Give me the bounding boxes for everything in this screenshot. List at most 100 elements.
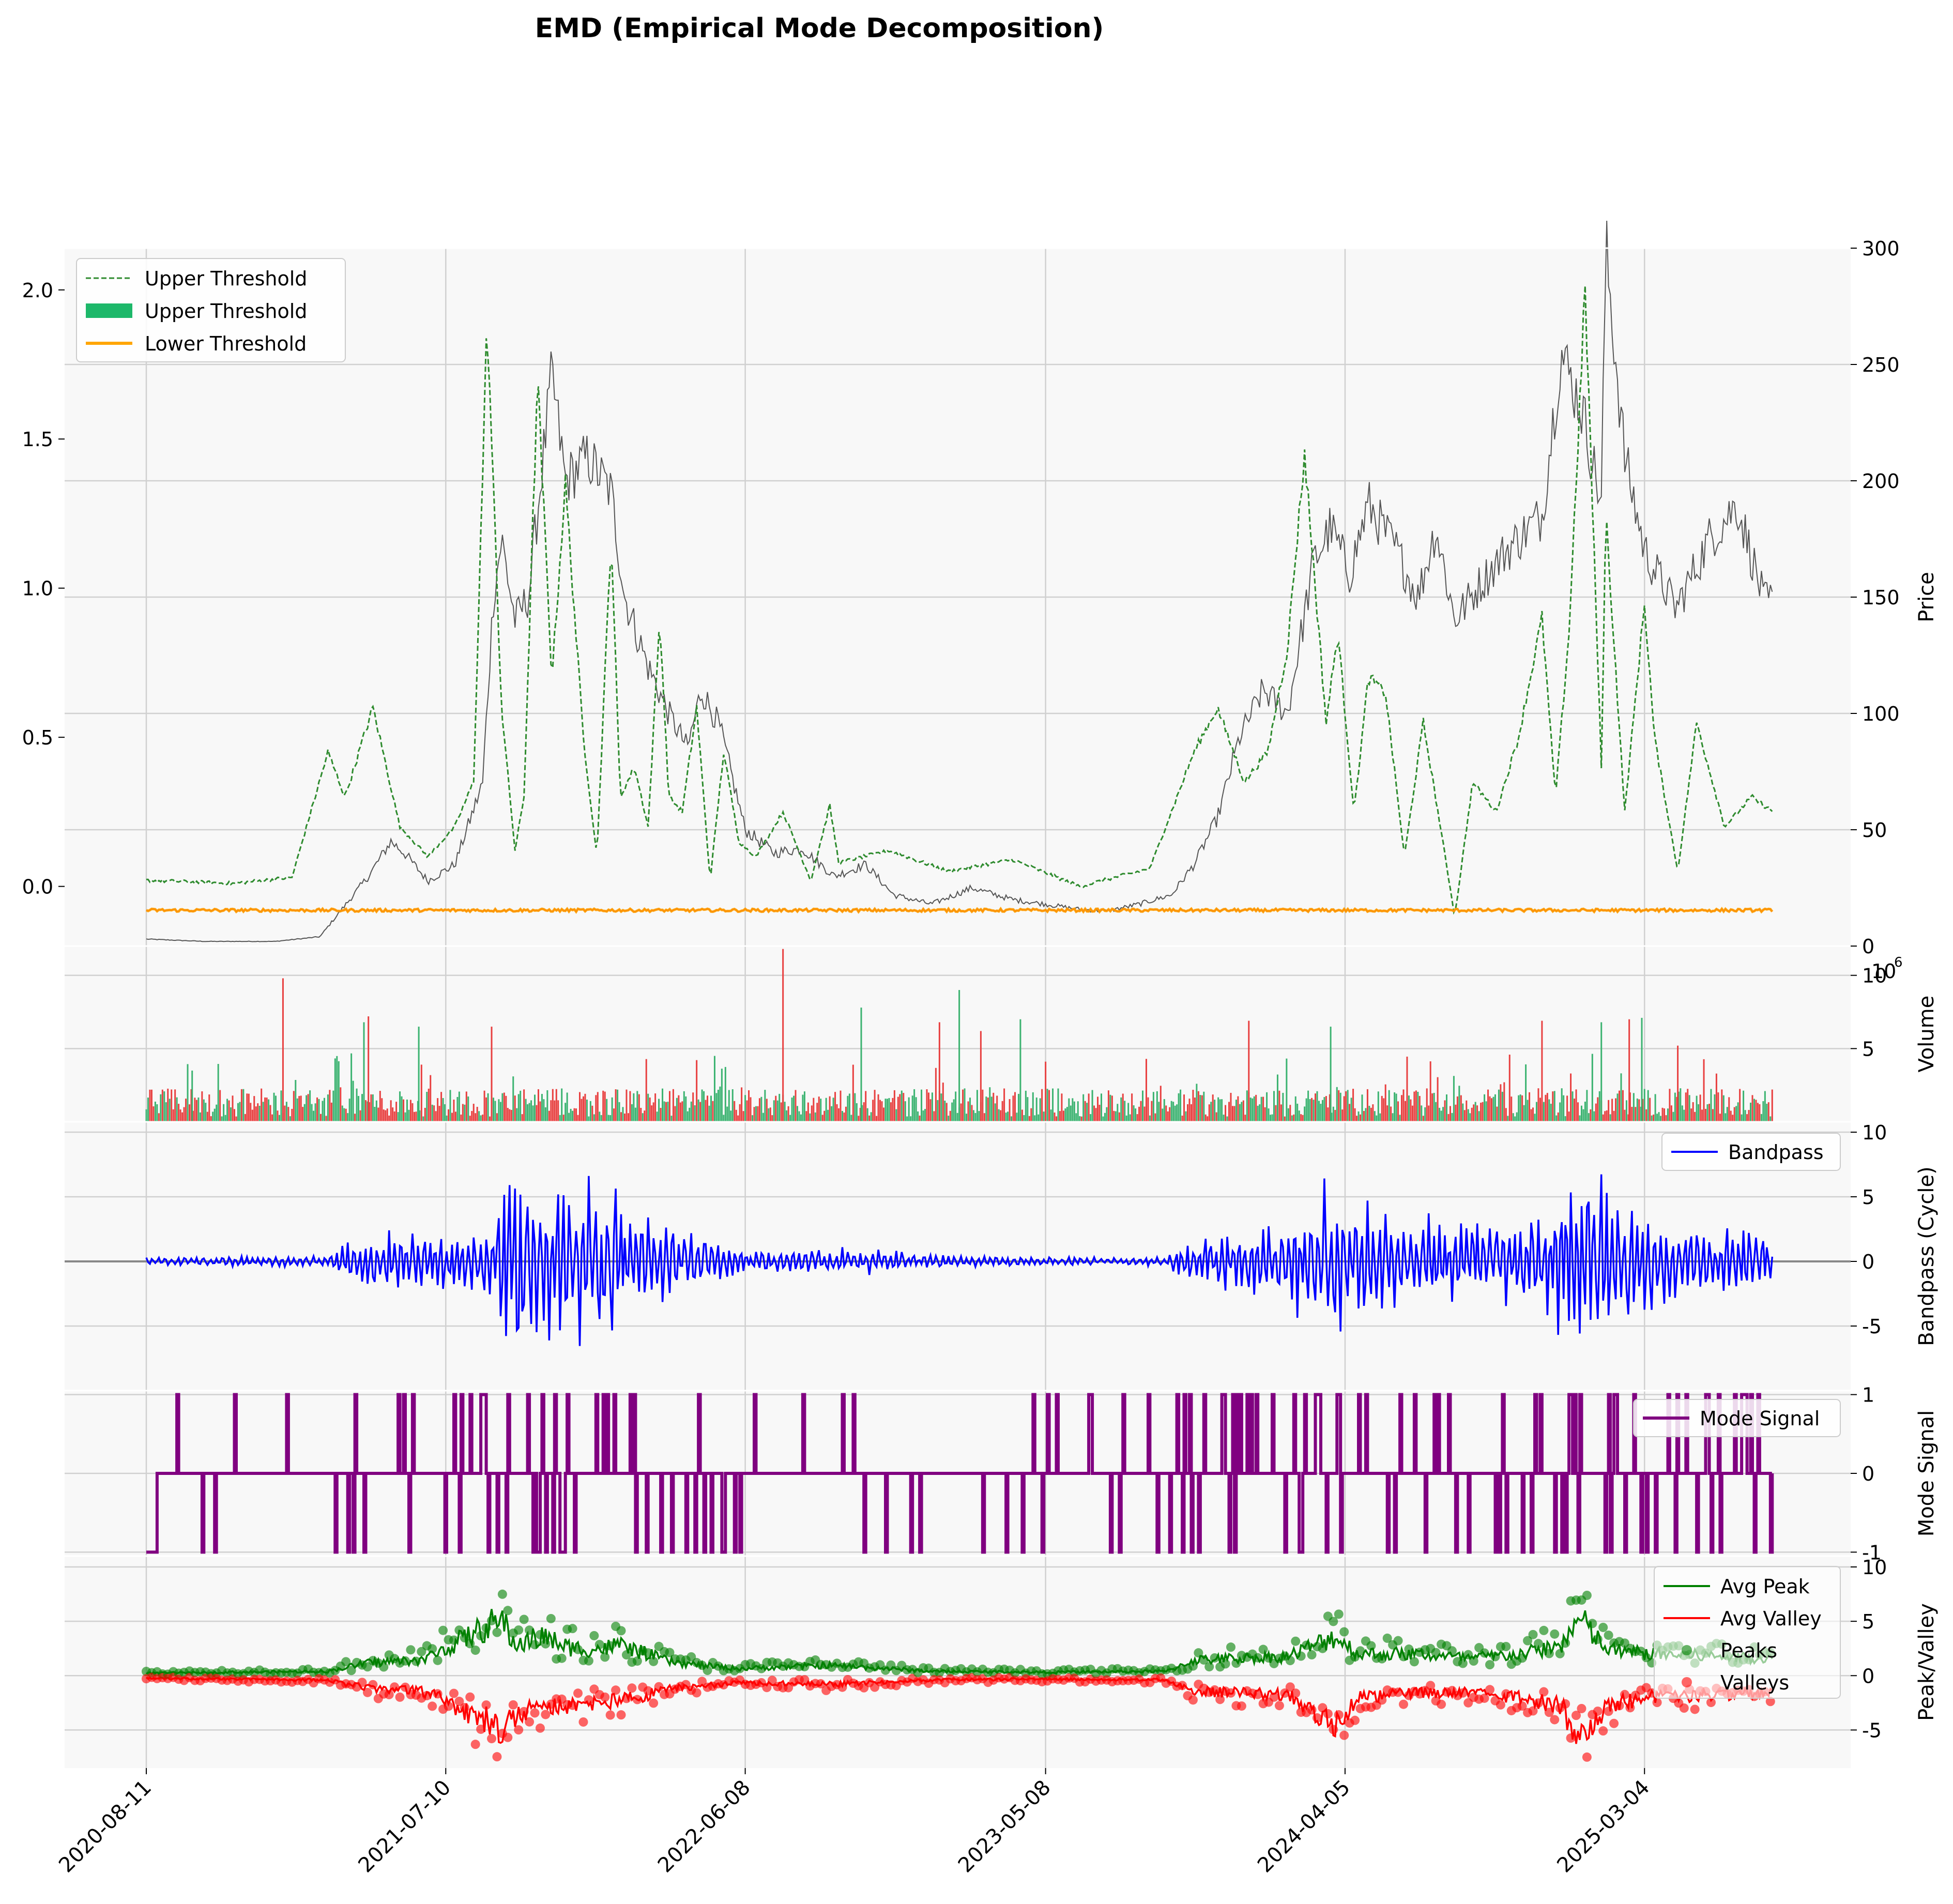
peak-point: [1598, 1622, 1608, 1632]
peak-point: [546, 1613, 556, 1623]
valley-point: [1765, 1697, 1775, 1707]
peak-point: [1555, 1649, 1565, 1658]
peak-point: [1469, 1656, 1478, 1666]
valley-point: [1593, 1707, 1603, 1716]
peak-point: [1355, 1646, 1365, 1656]
peak-point: [600, 1652, 610, 1662]
peak-point: [643, 1648, 653, 1658]
valley-point: [605, 1710, 615, 1720]
valley-point: [401, 1682, 410, 1692]
volume-panel-bg: [65, 946, 1851, 1122]
valley-point: [362, 1687, 372, 1697]
y-tick-label: 0: [1862, 1463, 1874, 1485]
valley-point: [1334, 1710, 1344, 1720]
peak-point: [1393, 1636, 1403, 1646]
y-tick-label: 50: [1862, 819, 1887, 842]
peak-point: [401, 1656, 410, 1666]
valley-point: [1188, 1695, 1198, 1705]
valley-point: [800, 1675, 810, 1685]
valley-point: [1274, 1701, 1284, 1711]
valley-point: [1485, 1685, 1495, 1695]
valley-point: [428, 1701, 437, 1711]
valley-point: [600, 1692, 610, 1702]
peak-point: [454, 1625, 464, 1635]
valley-point: [449, 1688, 459, 1698]
peak-point: [1479, 1648, 1489, 1658]
peak-point: [449, 1635, 459, 1645]
lower-threshold-line: [146, 906, 1774, 914]
pv-legend-label: Valleys: [1720, 1671, 1789, 1694]
y-tick-label: 1: [1862, 1384, 1874, 1407]
peak-point: [346, 1666, 356, 1675]
peak-point: [1339, 1627, 1349, 1637]
peak-point: [525, 1625, 535, 1635]
valley-point: [368, 1680, 378, 1689]
legend-swatch-fill: [86, 303, 132, 318]
peak-point: [1350, 1652, 1360, 1662]
valley-point: [1604, 1707, 1613, 1716]
pv-legend-box: [1654, 1566, 1841, 1699]
valley-point: [1339, 1730, 1349, 1740]
valley-point: [541, 1710, 551, 1719]
valley-point: [568, 1700, 577, 1710]
valley-point: [1614, 1701, 1624, 1711]
peak-point: [1318, 1643, 1328, 1653]
price-line: [146, 220, 1773, 942]
valley-point: [492, 1752, 502, 1762]
valley-point: [643, 1686, 653, 1696]
peak-point: [519, 1614, 529, 1624]
peak-point: [487, 1616, 497, 1625]
peak_valley-ylabel: Peak/Valley: [1915, 1603, 1939, 1721]
valley-point: [627, 1683, 637, 1693]
valley-point: [1178, 1681, 1187, 1690]
valley-point: [1393, 1687, 1403, 1697]
valley-point: [422, 1690, 432, 1700]
valley-point: [649, 1698, 659, 1708]
peak-point: [406, 1645, 416, 1655]
valley-point: [508, 1700, 518, 1710]
peak-point: [1231, 1658, 1241, 1668]
valley-point: [1679, 1703, 1689, 1713]
valley-point: [1226, 1688, 1235, 1698]
valley-point: [465, 1692, 475, 1702]
y-left-tick-label: 2.0: [22, 279, 53, 302]
peak-point: [465, 1639, 475, 1649]
valley-point: [1528, 1706, 1538, 1716]
valley-point: [1399, 1699, 1409, 1709]
valley-point: [1307, 1705, 1317, 1715]
valley-point: [433, 1689, 443, 1699]
valley-point: [357, 1678, 367, 1687]
price-legend-label: Upper Threshold: [145, 267, 307, 290]
valley-point: [611, 1685, 621, 1695]
valley-point: [519, 1707, 529, 1716]
valley-point: [1539, 1687, 1549, 1697]
legend-swatch-peaks: [1682, 1645, 1692, 1655]
chart-title: EMD (Empirical Mode Decomposition): [535, 13, 1104, 44]
y-tick-label: 5: [1862, 1610, 1874, 1633]
peak-point: [1307, 1650, 1317, 1659]
peak-point: [632, 1656, 642, 1666]
valley-point: [487, 1734, 497, 1744]
peak-point: [568, 1624, 577, 1634]
valley-point: [1479, 1693, 1489, 1703]
bandpass-ylabel: Bandpass (Cycle): [1915, 1166, 1939, 1346]
y-left-tick-label: 0.5: [22, 726, 53, 749]
valley-point: [395, 1692, 405, 1702]
valley-point: [503, 1732, 513, 1742]
peak-point: [1377, 1654, 1387, 1664]
price-ylabel: Price: [1915, 572, 1939, 622]
mode-legend-box: [1633, 1399, 1841, 1437]
peak_valley-panel-bg: [65, 1556, 1851, 1768]
peak-point: [1199, 1655, 1209, 1665]
valley-point: [692, 1688, 701, 1698]
valley-point: [767, 1675, 777, 1685]
peak-point: [341, 1657, 351, 1667]
pv-legend-label: Avg Valley: [1720, 1607, 1822, 1630]
peak-point: [1220, 1659, 1230, 1669]
peak-point: [503, 1606, 513, 1616]
valley-point: [1517, 1701, 1527, 1711]
peak-point: [594, 1640, 604, 1650]
y-left-tick-label: 1.0: [22, 577, 53, 600]
peak-point: [1539, 1625, 1549, 1635]
